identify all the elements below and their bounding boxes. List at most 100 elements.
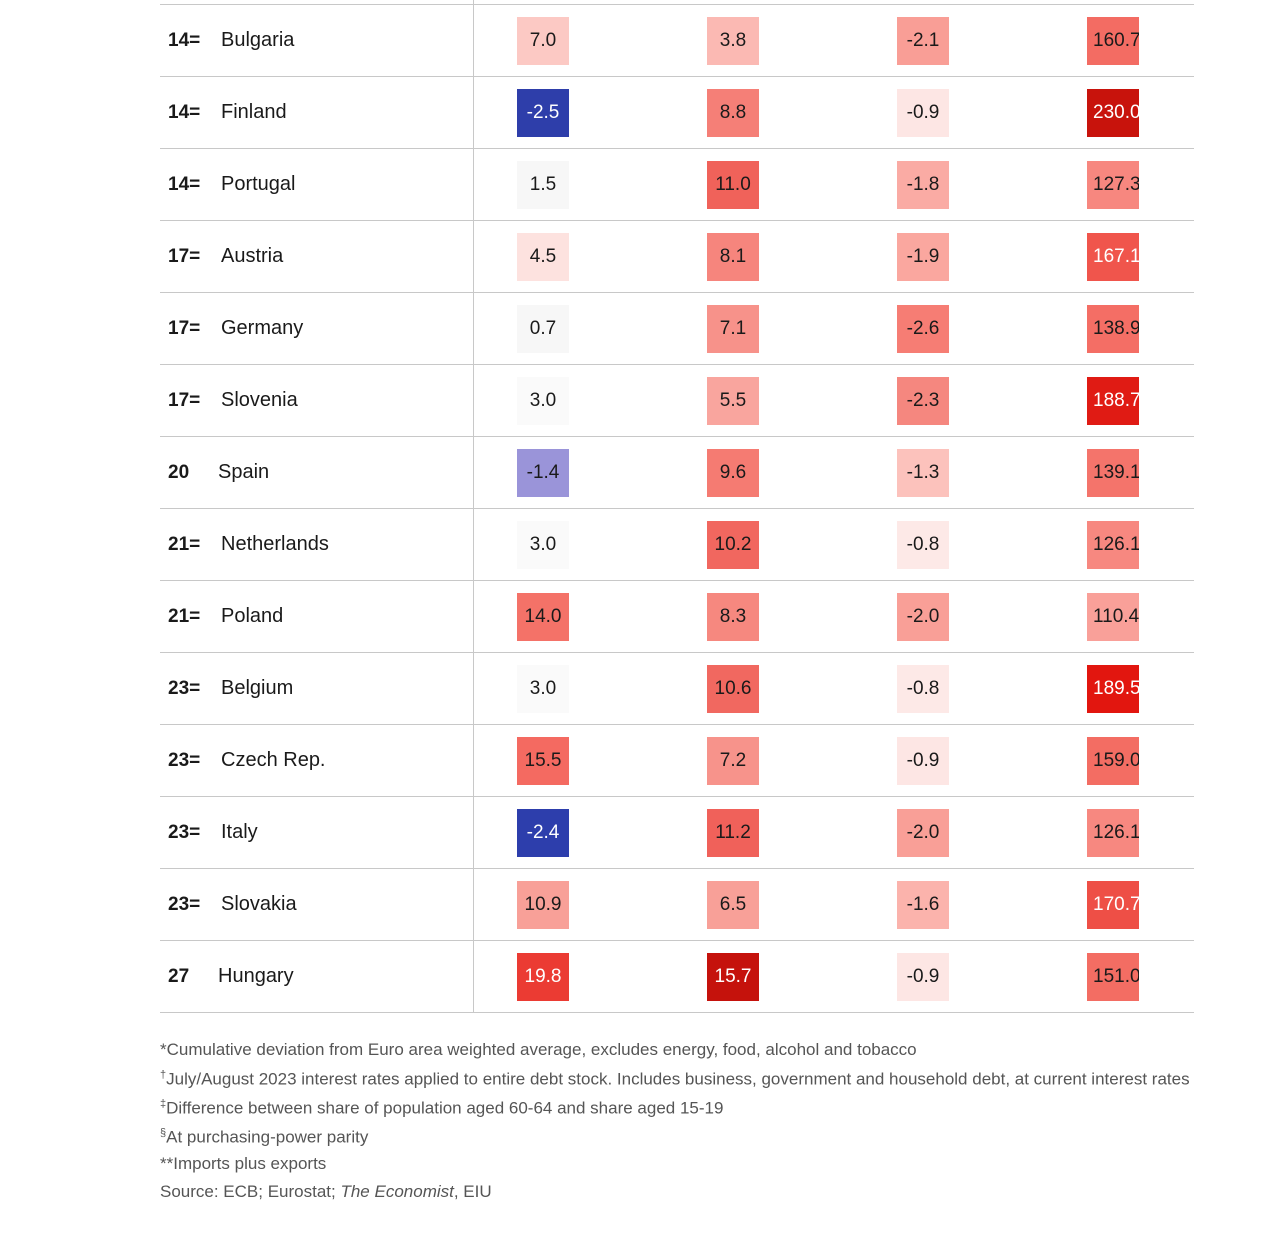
value-cell-col2: 10.2	[707, 521, 759, 569]
rank-label: 27	[168, 966, 190, 987]
country-label: Finland	[221, 101, 287, 123]
value-cell-col3: -1.8	[897, 161, 949, 209]
country-label: Italy	[221, 821, 258, 843]
rank-label: 17=	[168, 390, 201, 411]
footnote-mark: §	[160, 1127, 167, 1140]
value-cell-col4: 151.0	[1087, 953, 1139, 1001]
value-cell-col1: 3.0	[517, 521, 569, 569]
rank-label: 23=	[168, 822, 201, 843]
footnote: †July/August 2023 interest rates applied…	[160, 1063, 1240, 1092]
table-row: 14= Finland -2.5 8.8 -0.9 230.0	[160, 77, 1194, 149]
value-cell-col3: -0.9	[897, 89, 949, 137]
ranking-table: 14= Bulgaria 7.0 3.8 -2.1 160.7 14= Finland -2.5…	[160, 0, 1194, 1013]
table-body: 14= Bulgaria 7.0 3.8 -2.1 160.7 14= Finland -2.5…	[160, 5, 1194, 1013]
value-cell-col3: -2.1	[897, 17, 949, 65]
rank-label: 23=	[168, 678, 201, 699]
country-label: Netherlands	[221, 533, 329, 555]
country-label: Poland	[221, 605, 284, 627]
value-cell-col4: 126.1	[1087, 521, 1139, 569]
value-cell-col4: 110.4	[1087, 593, 1139, 641]
table-top-rule	[160, 0, 1194, 5]
value-cell-col2: 7.2	[707, 737, 759, 785]
value-cell-col2: 9.6	[707, 449, 759, 497]
rank-label: 17=	[168, 318, 201, 339]
country-label: Bulgaria	[221, 29, 295, 51]
country-label: Spain	[218, 461, 270, 483]
value-cell-col3: -2.3	[897, 377, 949, 425]
value-cell-col2: 8.1	[707, 233, 759, 281]
value-cell-col4: 139.1	[1087, 449, 1139, 497]
country-label: Hungary	[218, 965, 294, 987]
rank-label: 14=	[168, 174, 201, 195]
rank-label: 23=	[168, 894, 201, 915]
footnote-mark: †	[160, 1068, 167, 1081]
footnote-text: July/August 2023 interest rates applied …	[166, 1069, 1190, 1089]
value-cell-col3: -2.0	[897, 593, 949, 641]
table-row: 14= Portugal 1.5 11.0 -1.8 127.3	[160, 149, 1194, 221]
value-cell-col4: 189.5	[1087, 665, 1139, 713]
table-row: 23= Italy -2.4 11.2 -2.0 126.1	[160, 797, 1194, 869]
value-cell-col3: -1.9	[897, 233, 949, 281]
footnotes: *Cumulative deviation from Euro area wei…	[160, 1037, 1240, 1176]
table-row: 17= Germany 0.7 7.1 -2.6 138.9	[160, 293, 1194, 365]
value-cell-col2: 7.1	[707, 305, 759, 353]
value-cell-col1: 0.7	[517, 305, 569, 353]
value-cell-col1: 15.5	[517, 737, 569, 785]
footnote-text: *Cumulative deviation from Euro area wei…	[160, 1040, 917, 1059]
value-cell-col1: 14.0	[517, 593, 569, 641]
value-cell-col3: -2.0	[897, 809, 949, 857]
value-cell-col4: 159.0	[1087, 737, 1139, 785]
table-row: 23= Czech Rep. 15.5 7.2 -0.9 159.0	[160, 725, 1194, 797]
value-cell-col1: 7.0	[517, 17, 569, 65]
value-cell-col4: 230.0	[1087, 89, 1139, 137]
footnote: ‡Difference between share of population …	[160, 1092, 1240, 1121]
value-cell-col3: -1.3	[897, 449, 949, 497]
value-cell-col4: 167.1	[1087, 233, 1139, 281]
footnote-text: **Imports plus exports	[160, 1153, 327, 1173]
table-row: 21= Poland 14.0 8.3 -2.0 110.4	[160, 581, 1194, 653]
source-suffix: , EIU	[453, 1182, 492, 1201]
value-cell-col3: -2.6	[897, 305, 949, 353]
table-row: 23= Belgium 3.0 10.6 -0.8 189.5	[160, 653, 1194, 725]
value-cell-col3: -0.8	[897, 665, 949, 713]
country-label: Belgium	[221, 677, 294, 699]
value-cell-col1: 10.9	[517, 881, 569, 929]
footnote: *Cumulative deviation from Euro area wei…	[160, 1037, 1240, 1063]
value-cell-col3: -1.6	[897, 881, 949, 929]
value-cell-col1: 4.5	[517, 233, 569, 281]
footnote: §At purchasing-power parity	[160, 1121, 1240, 1150]
country-label: Austria	[221, 245, 284, 267]
country-label: Slovakia	[221, 893, 297, 915]
value-cell-col4: 170.7	[1087, 881, 1139, 929]
table-row: 17= Austria 4.5 8.1 -1.9 167.1	[160, 221, 1194, 293]
value-cell-col1: 3.0	[517, 377, 569, 425]
value-cell-col3: -0.8	[897, 521, 949, 569]
value-cell-col1: -2.4	[517, 809, 569, 857]
rank-label: 14=	[168, 30, 201, 51]
value-cell-col2: 8.3	[707, 593, 759, 641]
value-cell-col4: 126.1	[1087, 809, 1139, 857]
value-cell-col4: 160.7	[1087, 17, 1139, 65]
source-italic: The Economist	[340, 1182, 454, 1201]
country-label: Slovenia	[221, 389, 298, 411]
footnote-mark: ‡	[160, 1098, 167, 1111]
column-divider	[473, 0, 474, 1013]
rank-label: 20	[168, 462, 190, 483]
table-row: 14= Bulgaria 7.0 3.8 -2.1 160.7	[160, 5, 1194, 77]
footnote-text: Difference between share of population a…	[166, 1098, 724, 1118]
value-cell-col2: 6.5	[707, 881, 759, 929]
value-cell-col4: 127.3	[1087, 161, 1139, 209]
footnote: **Imports plus exports	[160, 1151, 1240, 1177]
table-row: 20 Spain -1.4 9.6 -1.3 139.1	[160, 437, 1194, 509]
value-cell-col1: 3.0	[517, 665, 569, 713]
value-cell-col4: 188.7	[1087, 377, 1139, 425]
footnote-text: At purchasing-power parity	[166, 1128, 369, 1148]
rank-label: 21=	[168, 534, 201, 555]
value-cell-col2: 8.8	[707, 89, 759, 137]
source-prefix: Source: ECB; Eurostat;	[160, 1182, 341, 1201]
rank-label: 21=	[168, 606, 201, 627]
value-cell-col2: 3.8	[707, 17, 759, 65]
source-line: Source: ECB; Eurostat; The Economist, EI…	[160, 1182, 492, 1202]
rank-label: 17=	[168, 246, 201, 267]
country-label: Germany	[221, 317, 304, 339]
